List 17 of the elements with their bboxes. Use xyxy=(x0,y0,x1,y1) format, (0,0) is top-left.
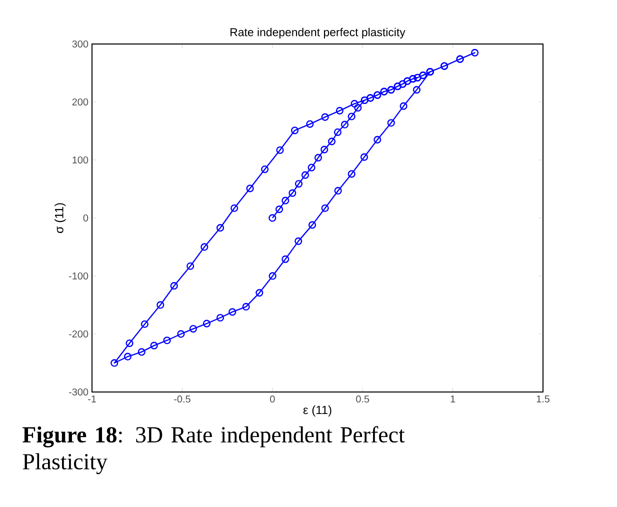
x-tick-label: -0.5 xyxy=(174,396,190,403)
chart-title: Rate independent perfect plasticity xyxy=(230,28,406,38)
y-tick-label: -200 xyxy=(68,330,88,338)
y-axis-title: σ (11) xyxy=(54,203,66,234)
x-axis-title: ε (11) xyxy=(303,405,332,417)
x-tick-label: 0.5 xyxy=(356,396,370,403)
y-tick-label: 300 xyxy=(72,40,88,48)
y-tick-label: -100 xyxy=(68,272,88,280)
x-tick-label: 1 xyxy=(450,396,456,402)
y-tick-label: -300 xyxy=(68,388,88,396)
text: Figure 18: 3D Rate independent Perfect Plasticity xyxy=(22,426,405,474)
y-tick-label: 0 xyxy=(83,214,88,222)
x-tick-label: 0 xyxy=(270,396,275,403)
y-tick-label: 200 xyxy=(72,98,88,106)
x-tick-label: 1.5 xyxy=(536,396,550,402)
y-tick-label: 100 xyxy=(72,156,88,164)
x-tick-label: -1 xyxy=(88,396,96,402)
